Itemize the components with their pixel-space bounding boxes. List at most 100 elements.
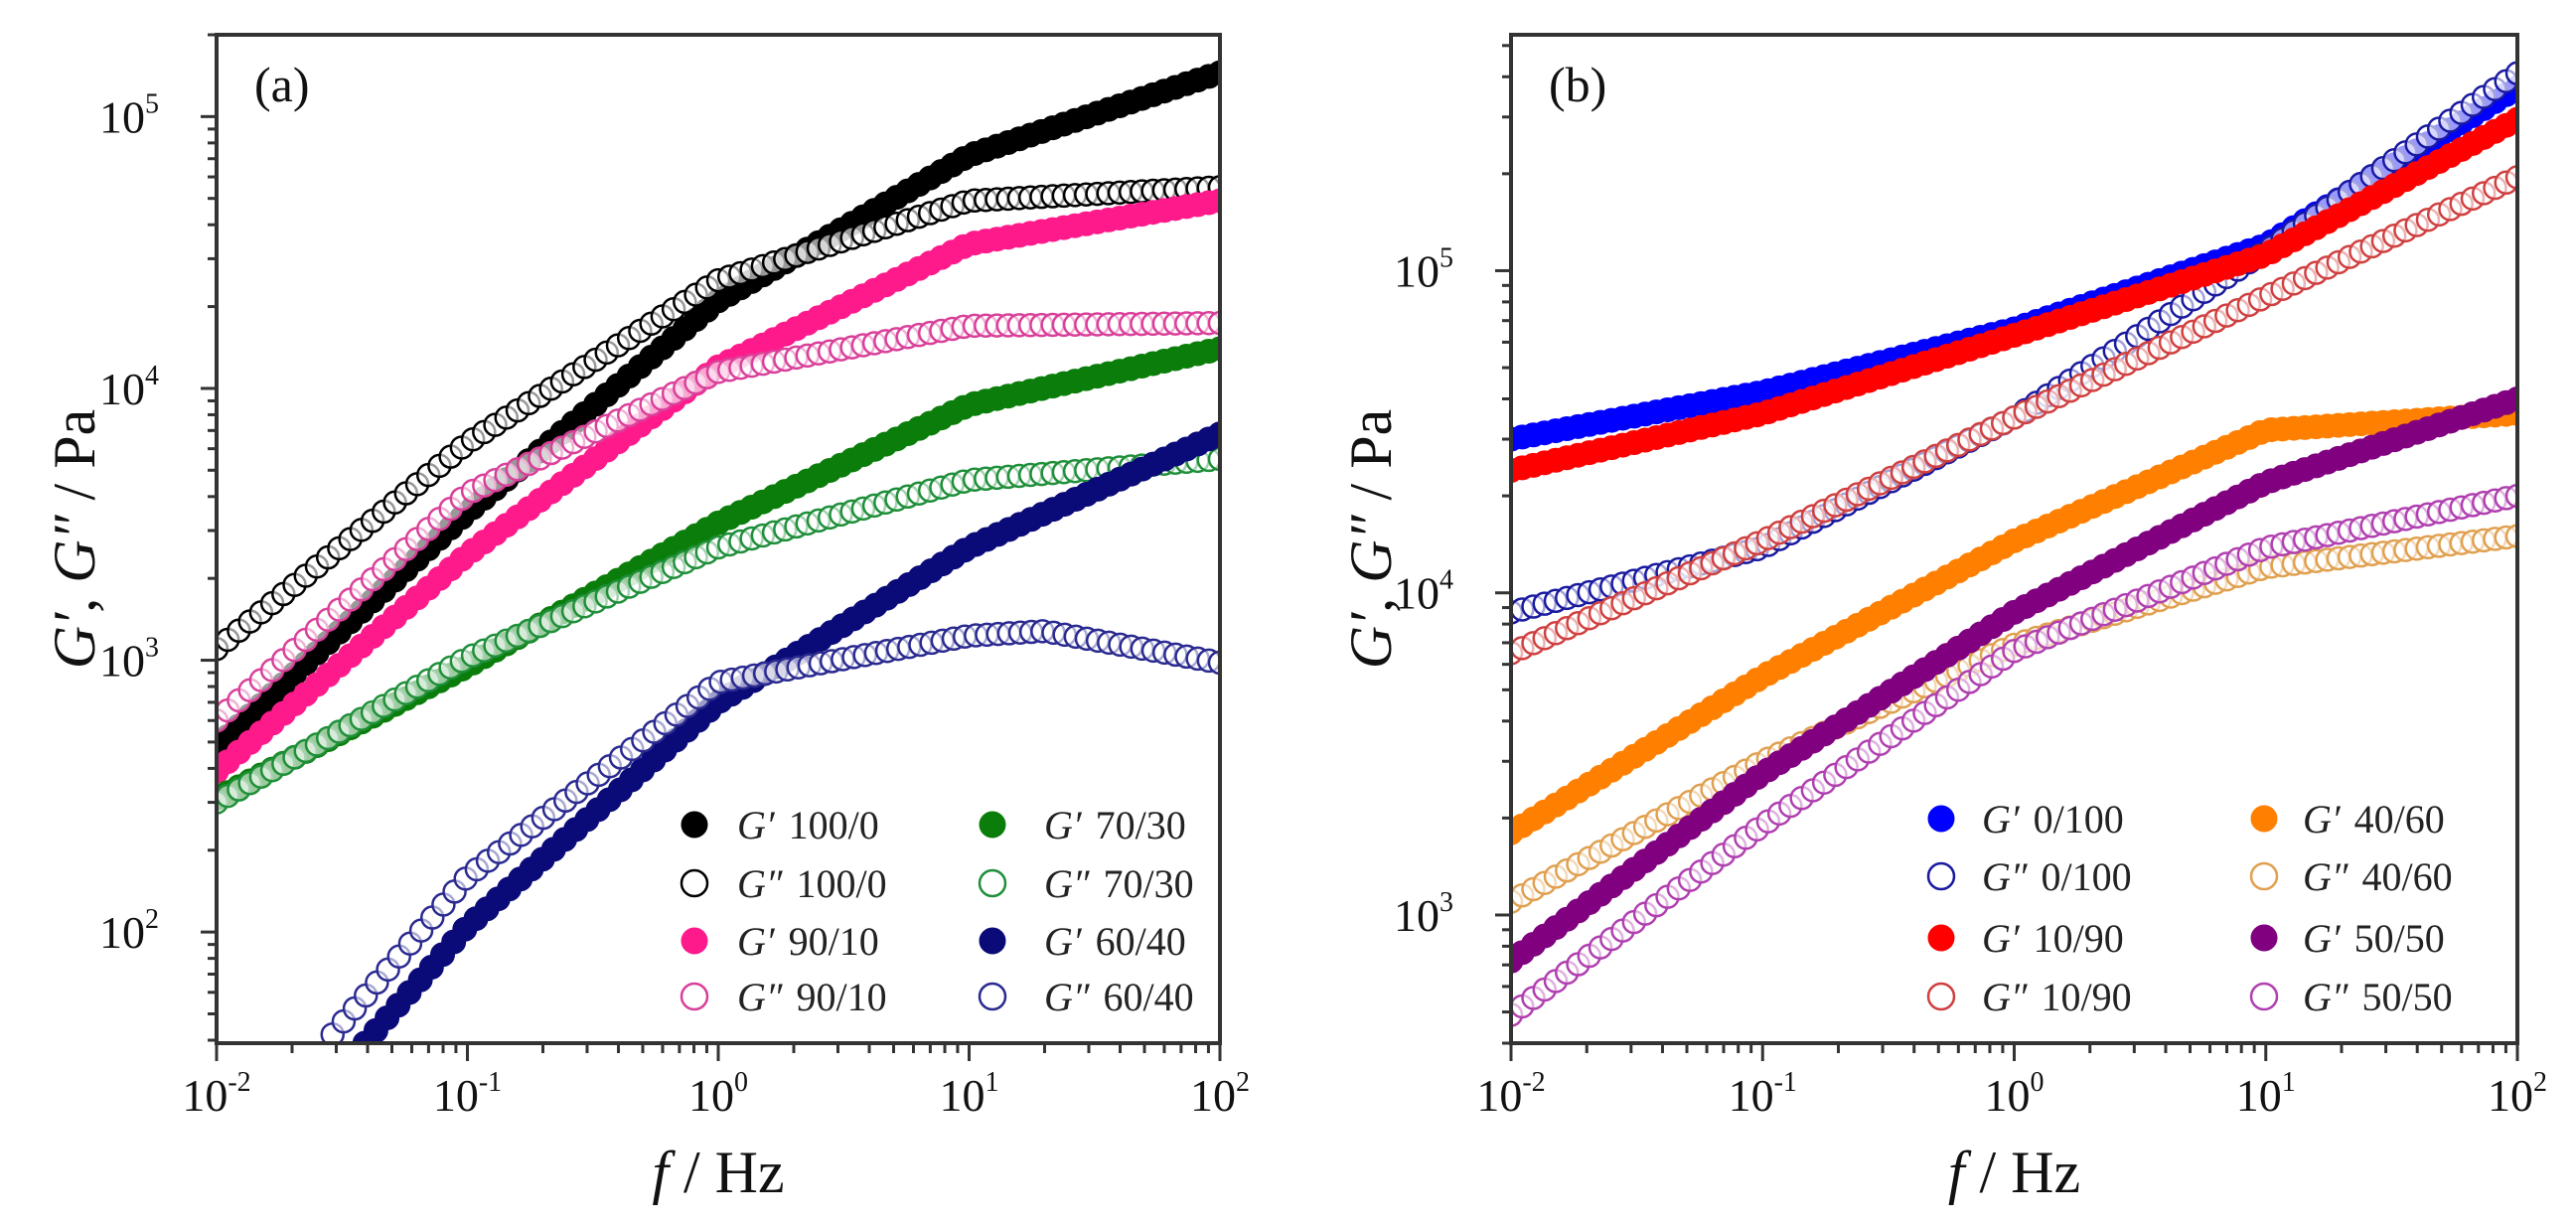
x-tick-label: 10-1 <box>433 1067 502 1121</box>
tick-exponent: 1 <box>2282 1067 2296 1098</box>
y-axis-gdoubleprime: G″ <box>42 514 107 582</box>
legend-symbol: G′ <box>1982 916 2021 961</box>
legend-item: G′ 0/100 <box>1927 797 2124 842</box>
legend-label: G″ 60/40 <box>1044 975 1194 1019</box>
legend-marker <box>681 811 708 839</box>
panel-a-y-axis-title: G′, G″ / Pa <box>42 409 107 669</box>
legend-marker <box>978 868 1007 898</box>
series-g-100-0 <box>217 175 1220 662</box>
series-g-60-40 <box>320 619 1220 1043</box>
tick-exponent: -2 <box>1522 1067 1545 1098</box>
panel-a-legend: G′ 100/0G″ 100/0G′ 90/10G″ 90/10G′ 70/30G″ 70/… <box>680 803 1194 1019</box>
legend-sample: 100/0 <box>797 861 887 906</box>
data-point <box>2504 165 2517 190</box>
y-axis-gdoubleprime: G″ <box>1338 514 1404 582</box>
y-tick-label: 103 <box>1394 887 1453 941</box>
legend-item: G′ 60/40 <box>979 919 1186 964</box>
legend-sample: 40/60 <box>2354 797 2445 842</box>
y-axis-sep: , <box>1338 583 1404 613</box>
legend-label: G″ 40/60 <box>2303 854 2453 899</box>
tick-base: 10 <box>433 1070 479 1121</box>
legend-sample: 60/40 <box>1104 975 1194 1019</box>
y-axis-gprime: G′ <box>42 612 107 669</box>
data-point <box>2504 386 2517 412</box>
x-tick-label: 101 <box>2236 1067 2296 1121</box>
panel-a-plot-area <box>217 60 1220 1043</box>
legend-label: G″ 90/10 <box>737 975 887 1019</box>
tick-exponent: -2 <box>227 1067 250 1098</box>
legend-symbol: G′ <box>737 803 776 847</box>
legend-sample: 0/100 <box>2034 797 2124 842</box>
legend-label: G′ 100/0 <box>737 803 879 847</box>
legend-sample: 90/10 <box>797 975 887 1019</box>
tick-exponent: 4 <box>1440 565 1453 596</box>
series-g-50-50 <box>1511 386 2517 974</box>
y-tick-label: 105 <box>99 88 159 142</box>
legend-marker <box>979 811 1006 839</box>
tick-base: 10 <box>1394 890 1440 941</box>
tick-base: 10 <box>1476 1070 1522 1121</box>
y-tick-label: 104 <box>99 361 159 414</box>
tick-exponent: 3 <box>145 633 159 664</box>
tick-base: 10 <box>182 1070 227 1121</box>
y-tick-label: 103 <box>99 633 159 687</box>
x-tick-label: 10-1 <box>1729 1067 1797 1121</box>
legend-item: G″ 100/0 <box>680 861 887 906</box>
legend-symbol: G′ <box>737 919 776 964</box>
panel-b-y-axis-title: G′, G″ / Pa <box>1338 409 1404 669</box>
tick-exponent: -1 <box>1774 1067 1797 1098</box>
legend-symbol: G″ <box>737 861 784 906</box>
tick-exponent: 2 <box>2533 1067 2547 1098</box>
legend-marker <box>2250 924 2278 952</box>
data-point <box>2504 106 2517 132</box>
legend-symbol: G″ <box>737 975 784 1019</box>
tick-base: 10 <box>1985 1070 2031 1121</box>
legend-label: G′ 0/100 <box>1982 797 2124 842</box>
legend-label: G″ 0/100 <box>1982 854 2132 899</box>
y-axis-unit: / Pa <box>1338 409 1404 516</box>
x-tick-label: 100 <box>1985 1067 2045 1121</box>
legend-item: G′ 50/50 <box>2250 916 2445 961</box>
legend-sample: 10/90 <box>2042 975 2132 1019</box>
legend-label: G′ 90/10 <box>737 919 879 964</box>
tick-base: 10 <box>1190 1070 1236 1121</box>
legend-sample: 40/60 <box>2362 854 2453 899</box>
tick-exponent: 3 <box>1440 887 1453 918</box>
legend-label: G′ 60/40 <box>1044 919 1186 964</box>
legend-sample: 90/10 <box>789 919 879 964</box>
legend-marker <box>978 982 1007 1011</box>
series-g-0-100 <box>1511 75 2517 452</box>
legend-item: G″ 50/50 <box>2249 975 2453 1019</box>
legend-symbol: G″ <box>1044 975 1091 1019</box>
tick-base: 10 <box>1394 568 1440 619</box>
legend-sample: 60/40 <box>1096 919 1186 964</box>
tick-exponent: -1 <box>479 1067 502 1098</box>
data-point <box>1207 650 1220 676</box>
legend-marker <box>2250 805 2278 833</box>
tick-exponent: 4 <box>145 361 159 391</box>
legend-marker <box>2249 982 2279 1011</box>
tick-exponent: 2 <box>1236 1067 1250 1098</box>
tick-base: 10 <box>1729 1070 1774 1121</box>
tick-exponent: 5 <box>1440 242 1453 273</box>
tick-base: 10 <box>99 91 145 142</box>
x-tick-label: 102 <box>2488 1067 2547 1121</box>
legend-item: G′ 40/60 <box>2250 797 2445 842</box>
legend-label: G″ 50/50 <box>2303 975 2453 1019</box>
data-point <box>2504 524 2517 548</box>
legend-label: G″ 70/30 <box>1044 861 1194 906</box>
legend-symbol: G″ <box>2303 975 2349 1019</box>
legend-symbol: G″ <box>1982 975 2029 1019</box>
tick-base: 10 <box>2236 1070 2282 1121</box>
data-point <box>2504 483 2517 509</box>
legend-marker <box>680 982 709 1011</box>
x-axis-unit: / Hz <box>669 1140 785 1205</box>
legend-sample: 10/90 <box>2034 916 2124 961</box>
y-tick-label: 105 <box>1394 242 1453 296</box>
legend-symbol: G″ <box>2303 854 2349 899</box>
y-axis-gprime: G′ <box>1338 612 1404 669</box>
panel-a-label: (a) <box>254 57 310 112</box>
legend-item: G′ 10/90 <box>1927 916 2124 961</box>
legend-item: G′ 70/30 <box>979 803 1186 847</box>
